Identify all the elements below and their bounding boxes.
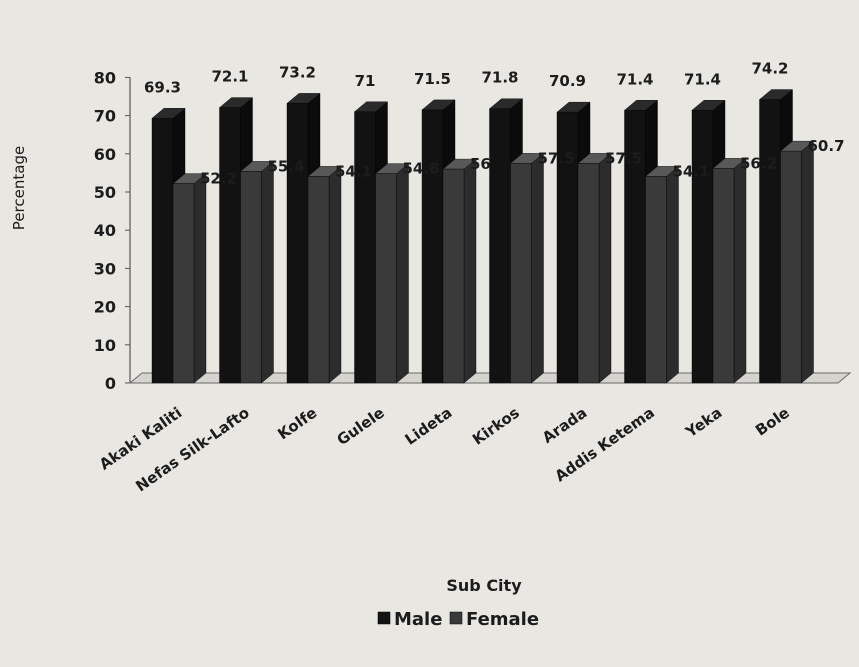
bar-male bbox=[759, 99, 781, 384]
bar-female bbox=[577, 163, 600, 384]
data-label-male: 69.3 bbox=[144, 78, 181, 96]
data-label-male: 70.9 bbox=[549, 72, 586, 90]
legend-swatch-female bbox=[449, 611, 463, 625]
data-label-female: 55.4 bbox=[268, 157, 305, 175]
y-tick-label: 40 bbox=[94, 221, 116, 240]
bar-female bbox=[375, 173, 397, 384]
y-axis-title: Percentage bbox=[10, 146, 28, 230]
x-tick-label: Gulele bbox=[334, 404, 388, 450]
bar-side-female bbox=[666, 165, 679, 384]
y-tick-label: 0 bbox=[105, 374, 116, 393]
data-label-female: 54.1 bbox=[673, 162, 710, 180]
bar-side-female bbox=[733, 157, 747, 384]
y-tick-label: 20 bbox=[94, 298, 116, 317]
legend-swatch-male bbox=[377, 611, 391, 625]
bar-male bbox=[219, 107, 241, 384]
x-tick-label: Kolfe bbox=[274, 404, 320, 444]
bar-side-female bbox=[598, 152, 612, 384]
x-axis-title: Sub City bbox=[446, 576, 522, 595]
data-label-male: 71.4 bbox=[684, 70, 721, 88]
bar-side-female bbox=[328, 165, 342, 384]
bar-male bbox=[691, 110, 714, 384]
x-tick-label: Lideta bbox=[402, 404, 456, 449]
data-label-female: 57.5 bbox=[605, 149, 642, 167]
y-tick-label: 50 bbox=[94, 183, 116, 202]
plot-area bbox=[128, 89, 852, 384]
y-tick-label: 60 bbox=[94, 145, 116, 164]
bar-female bbox=[510, 163, 532, 384]
y-tick-label: 80 bbox=[94, 68, 116, 87]
bar-female bbox=[712, 168, 735, 384]
legend-label-female: Female bbox=[466, 609, 539, 630]
data-label-female: 56 bbox=[470, 155, 491, 173]
x-tick-label: Yeka bbox=[682, 404, 726, 442]
bar-side-female bbox=[396, 163, 409, 384]
bar-male bbox=[286, 103, 309, 384]
legend-label-male: Male bbox=[394, 609, 442, 630]
x-tick-label: Nefas Silk-Lafto bbox=[132, 404, 253, 496]
data-label-female: 56.2 bbox=[740, 154, 777, 172]
bar-male bbox=[354, 111, 376, 384]
bar-female bbox=[240, 171, 262, 384]
bar-female bbox=[442, 168, 465, 384]
bar-male bbox=[151, 118, 174, 384]
legend: Male Female bbox=[377, 609, 539, 630]
data-label-male: 72.1 bbox=[211, 68, 248, 86]
bar-side-female bbox=[193, 173, 207, 384]
data-label-male: 71.8 bbox=[481, 69, 518, 87]
bar-side-female bbox=[261, 160, 274, 384]
bar-female bbox=[645, 176, 667, 384]
y-tick-label: 70 bbox=[94, 107, 116, 126]
bar-side-female bbox=[801, 140, 814, 384]
bar-male bbox=[489, 108, 511, 384]
bar-side-female bbox=[531, 152, 544, 384]
y-tick-label: 10 bbox=[94, 336, 116, 355]
bar-female bbox=[307, 176, 330, 384]
bar-female bbox=[780, 150, 802, 384]
y-axis: 0 10 20 30 40 50 60 70 80 bbox=[94, 68, 131, 393]
data-label-male: 71.4 bbox=[616, 70, 653, 88]
x-tick-label: Bole bbox=[752, 404, 793, 440]
bar-male bbox=[421, 109, 444, 384]
x-tick-label: Arada bbox=[539, 404, 590, 447]
data-label-female: 57.5 bbox=[538, 149, 575, 167]
bar-side-female bbox=[463, 158, 477, 384]
data-label-male: 73.2 bbox=[279, 63, 316, 81]
data-label-female: 52.2 bbox=[200, 170, 237, 188]
data-label-male: 71 bbox=[355, 72, 376, 90]
data-label-female: 54.1 bbox=[335, 162, 372, 180]
bar-female bbox=[172, 183, 195, 384]
data-labels: 69.3 52.2 72.1 55.4 73.2 54.1 71 54.8 71.5 56 71.8… bbox=[144, 60, 845, 188]
data-label-female: 54.8 bbox=[403, 160, 440, 178]
x-tick-label: Kirkos bbox=[469, 403, 523, 448]
data-label-female: 60.7 bbox=[808, 137, 845, 155]
y-tick-label: 30 bbox=[94, 259, 116, 278]
data-label-male: 74.2 bbox=[751, 60, 788, 78]
data-label-male: 71.5 bbox=[414, 70, 451, 88]
